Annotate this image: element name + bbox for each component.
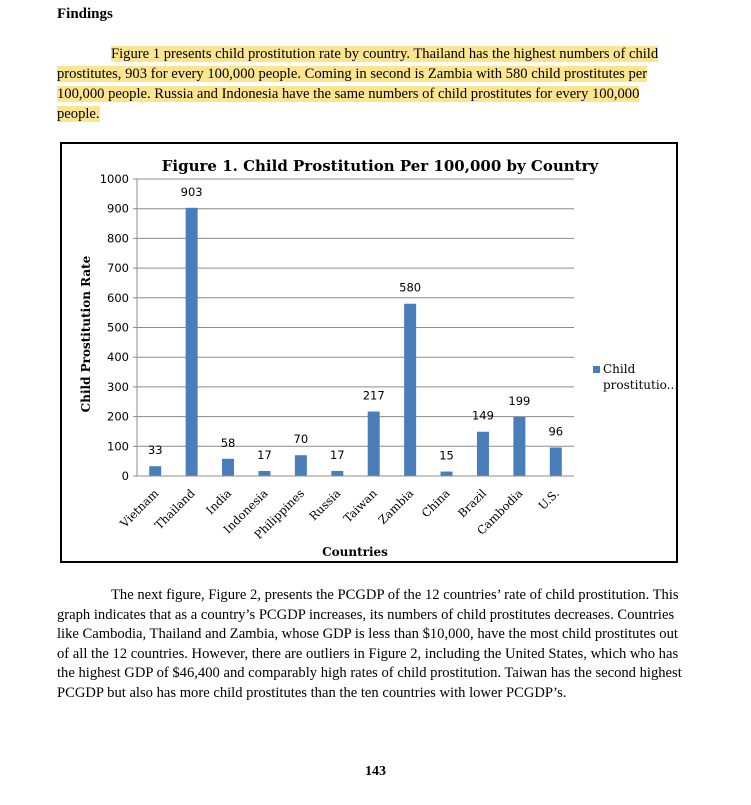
body-paragraph: The next figure, Figure 2, presents the … [57,586,682,703]
body-text: The next figure, Figure 2, presents the … [57,587,682,701]
x-tick-label: Russia [306,486,343,523]
data-label: 149 [472,409,494,423]
data-label: 903 [181,185,203,199]
bar-zambia [404,303,417,476]
y-tick-label: 200 [107,410,129,424]
y-tick-label: 1000 [100,172,129,186]
data-label: 199 [508,394,530,408]
bar-india [222,458,235,476]
legend-label: Child [603,362,636,376]
x-tick-label: Brazil [455,486,489,520]
x-tick-label: China [419,486,453,520]
x-tick-label: Taiwan [341,486,381,526]
y-tick-label: 300 [107,380,129,394]
data-label: 580 [399,281,421,295]
bar-chart: Figure 1. Child Prostitution Per 100,000… [79,157,676,559]
x-tick-label: Zambia [375,486,416,527]
x-axis-title: Countries [322,545,388,559]
data-label: 70 [294,432,309,446]
bar-china [440,471,453,476]
data-label: 96 [548,424,563,438]
data-label: 17 [257,448,272,462]
data-label: 217 [363,389,385,403]
legend-swatch [593,366,600,373]
section-heading: Findings [57,6,113,22]
x-tick-label: U.S. [535,486,561,512]
legend-label: prostitutio... [603,378,676,392]
bar-brazil [476,431,489,476]
bar-thailand [185,207,198,476]
y-tick-label: 400 [107,350,129,364]
bar-vietnam [149,466,162,476]
y-tick-label: 100 [107,439,129,453]
data-label: 33 [148,443,163,457]
bar-cambodia [513,416,526,476]
bar-russia [331,470,344,476]
y-tick-label: 700 [107,261,129,275]
x-tick-label: Thailand [152,486,198,532]
chart-title: Figure 1. Child Prostitution Per 100,000… [162,157,600,175]
bar-u-s [549,447,562,476]
y-tick-label: 500 [107,321,129,335]
bar-taiwan [367,411,380,476]
y-tick-label: 900 [107,202,129,216]
data-label: 15 [439,449,454,463]
y-tick-label: 600 [107,291,129,305]
intro-paragraph: Figure 1 presents child prostitution rat… [57,44,677,124]
bar-indonesia [258,470,271,476]
bar-philippines [294,455,307,476]
y-tick-label: 800 [107,231,129,245]
y-axis-title: Child Prostitution Rate [79,255,93,412]
highlighted-text: Figure 1 presents child prostitution rat… [57,46,659,122]
x-tick-label: India [203,486,234,517]
data-label: 17 [330,448,345,462]
y-tick-label: 0 [122,469,129,483]
data-label: 58 [221,436,236,450]
figure-1: Figure 1. Child Prostitution Per 100,000… [60,142,678,563]
page-number: 143 [365,764,386,779]
